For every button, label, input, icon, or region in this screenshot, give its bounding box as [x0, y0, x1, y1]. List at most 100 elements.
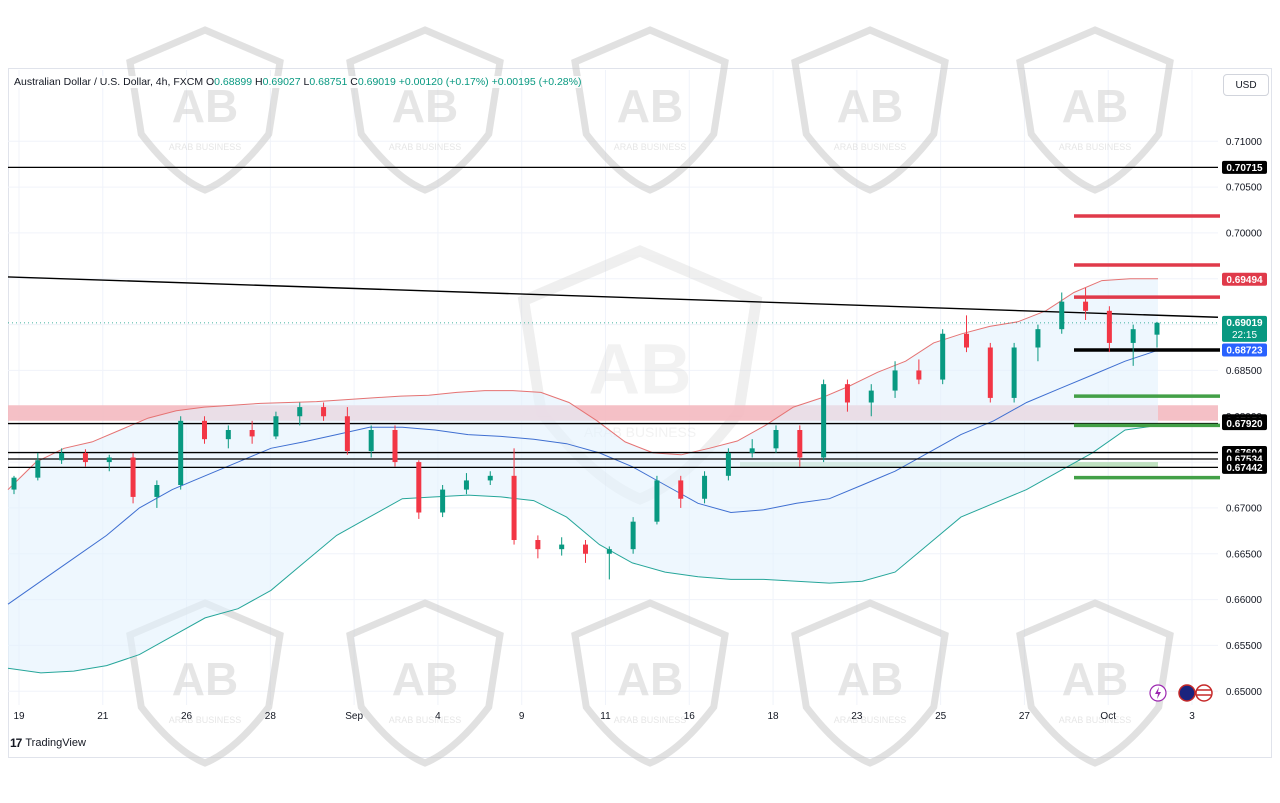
- price-label-text: 0.69494: [1226, 275, 1263, 286]
- shield-outline: [1016, 599, 1174, 767]
- candle-body: [225, 430, 231, 440]
- candle-body: [106, 457, 112, 463]
- open-value: 0.68899: [214, 76, 253, 88]
- watermark-text: ARAB BUSINESS: [1059, 142, 1132, 152]
- candle-body: [940, 333, 946, 380]
- shield-monogram: AB: [392, 653, 458, 705]
- price-label-text: 0.70715: [1226, 163, 1263, 174]
- y-tick-label: 0.66500: [1226, 549, 1263, 560]
- shield-watermark-icon: AB ARAB BUSINESS: [126, 599, 284, 767]
- shield-monogram: AB: [172, 80, 238, 132]
- candle-body: [511, 475, 517, 540]
- shield-monogram: AB: [1062, 653, 1128, 705]
- shield-outline: [571, 599, 729, 767]
- candle-body: [654, 480, 660, 522]
- price-label-box: [1222, 160, 1267, 174]
- candle-body: [321, 407, 327, 417]
- change-value-2: +0.00195 (+0.28%): [491, 76, 582, 88]
- x-tick-label: 19: [13, 711, 25, 722]
- high-label: H: [255, 76, 263, 88]
- candle-body: [202, 420, 207, 440]
- shield-monogram: AB: [617, 80, 683, 132]
- symbol-legend: Australian Dollar / U.S. Dollar, 4h, FXC…: [14, 76, 582, 88]
- x-tick-label: 11: [600, 711, 611, 722]
- x-tick-label: Oct: [1100, 711, 1116, 722]
- shield-watermark-icon: AB ARAB BUSINESS: [571, 26, 729, 194]
- countdown-label: 22:15: [1232, 330, 1257, 341]
- low-value: 0.68751: [309, 76, 348, 88]
- price-label-box: [1222, 272, 1267, 286]
- price-label-text: 0.68723: [1226, 345, 1263, 356]
- shield-monogram: AB: [837, 653, 903, 705]
- candle-body: [392, 430, 398, 463]
- shield-watermark-icon: AB ARAB BUSINESS: [346, 599, 504, 767]
- shield-outline: [126, 26, 284, 194]
- candle-body: [773, 430, 779, 449]
- candle-body: [559, 544, 565, 550]
- lightning-bolt: [1155, 687, 1161, 699]
- shield-outline: [791, 26, 949, 194]
- watermark-text: ARAB BUSINESS: [614, 142, 687, 152]
- moving-average-line: [7, 349, 1159, 605]
- shield-outline: [126, 599, 284, 767]
- watermark-text: ARAB BUSINESS: [614, 715, 687, 725]
- candle-body: [297, 407, 303, 417]
- candle-body: [916, 370, 922, 380]
- candle-body: [678, 480, 684, 499]
- candle-body: [892, 370, 898, 391]
- tradingview-icon: 17: [10, 736, 22, 750]
- shield-watermark-icon: AB ARAB BUSINESS: [791, 599, 949, 767]
- shield-watermark-icon: AB ARAB BUSINESS: [791, 26, 949, 194]
- candle-body: [749, 448, 755, 453]
- candle-body: [11, 477, 17, 490]
- candle-body: [606, 549, 612, 554]
- x-tick-label: 16: [684, 711, 696, 722]
- watermark-text: ARAB BUSINESS: [169, 715, 242, 725]
- change-value: +0.00120 (+0.17%): [398, 76, 489, 88]
- shield-watermark-icon: AB ARAB BUSINESS: [571, 599, 729, 767]
- candle-body: [702, 475, 708, 499]
- candle-body: [463, 480, 469, 490]
- y-tick-label: 0.70500: [1226, 183, 1263, 194]
- shield-monogram: AB: [837, 80, 903, 132]
- price-labels: 0.707150.694940.6901922:150.687230.67951…: [1222, 160, 1267, 474]
- price-label-text: 0.67920: [1226, 419, 1263, 430]
- candlesticks: [11, 287, 1160, 580]
- candle-body: [368, 430, 374, 452]
- price-label-box: [1222, 417, 1267, 431]
- shield-outline: [571, 26, 729, 194]
- shield-monogram: AB: [172, 653, 238, 705]
- x-tick-label: 25: [935, 711, 947, 722]
- y-tick-label: 0.65500: [1226, 641, 1263, 652]
- watermark-text: ARAB BUSINESS: [1059, 715, 1132, 725]
- open-label: O: [205, 76, 215, 88]
- watermark-text: ARAB BUSINESS: [169, 142, 242, 152]
- grid-lines: [8, 70, 1218, 705]
- x-tick-label: 28: [265, 711, 277, 722]
- watermark-logos: AB ARAB BUSINESS AB ARAB BUSINESS AB ARAB BUS…: [126, 26, 1174, 767]
- tradingview-logo[interactable]: 17 TradingView: [10, 736, 86, 750]
- currency-button[interactable]: USD: [1223, 74, 1269, 96]
- candle-body: [130, 457, 136, 497]
- shield-watermark-icon: AB ARAB BUSINESS: [1016, 26, 1174, 194]
- candle-body: [1011, 347, 1017, 398]
- high-value: 0.69027: [262, 76, 301, 88]
- watermark-text: ARAB BUSINESS: [389, 142, 462, 152]
- event-icons: [1149, 684, 1213, 702]
- shield-watermark-icon: AB ARAB BUSINESS: [1016, 599, 1174, 767]
- x-tick-label: 3: [1189, 711, 1195, 722]
- candle-body: [1035, 329, 1041, 348]
- shield-monogram: AB: [589, 330, 692, 410]
- y-tick-label: 0.68500: [1226, 366, 1263, 377]
- trend-line: [7, 276, 1219, 318]
- shield-outline: [346, 599, 504, 767]
- price-label-box: [1222, 315, 1267, 342]
- candle-body: [1059, 301, 1065, 330]
- candle-body: [1083, 301, 1089, 311]
- x-tick-label: 18: [768, 711, 780, 722]
- candle-body: [797, 430, 803, 458]
- x-tick-label: 9: [519, 711, 525, 722]
- candle-body: [1106, 310, 1112, 343]
- candle-body: [154, 485, 160, 497]
